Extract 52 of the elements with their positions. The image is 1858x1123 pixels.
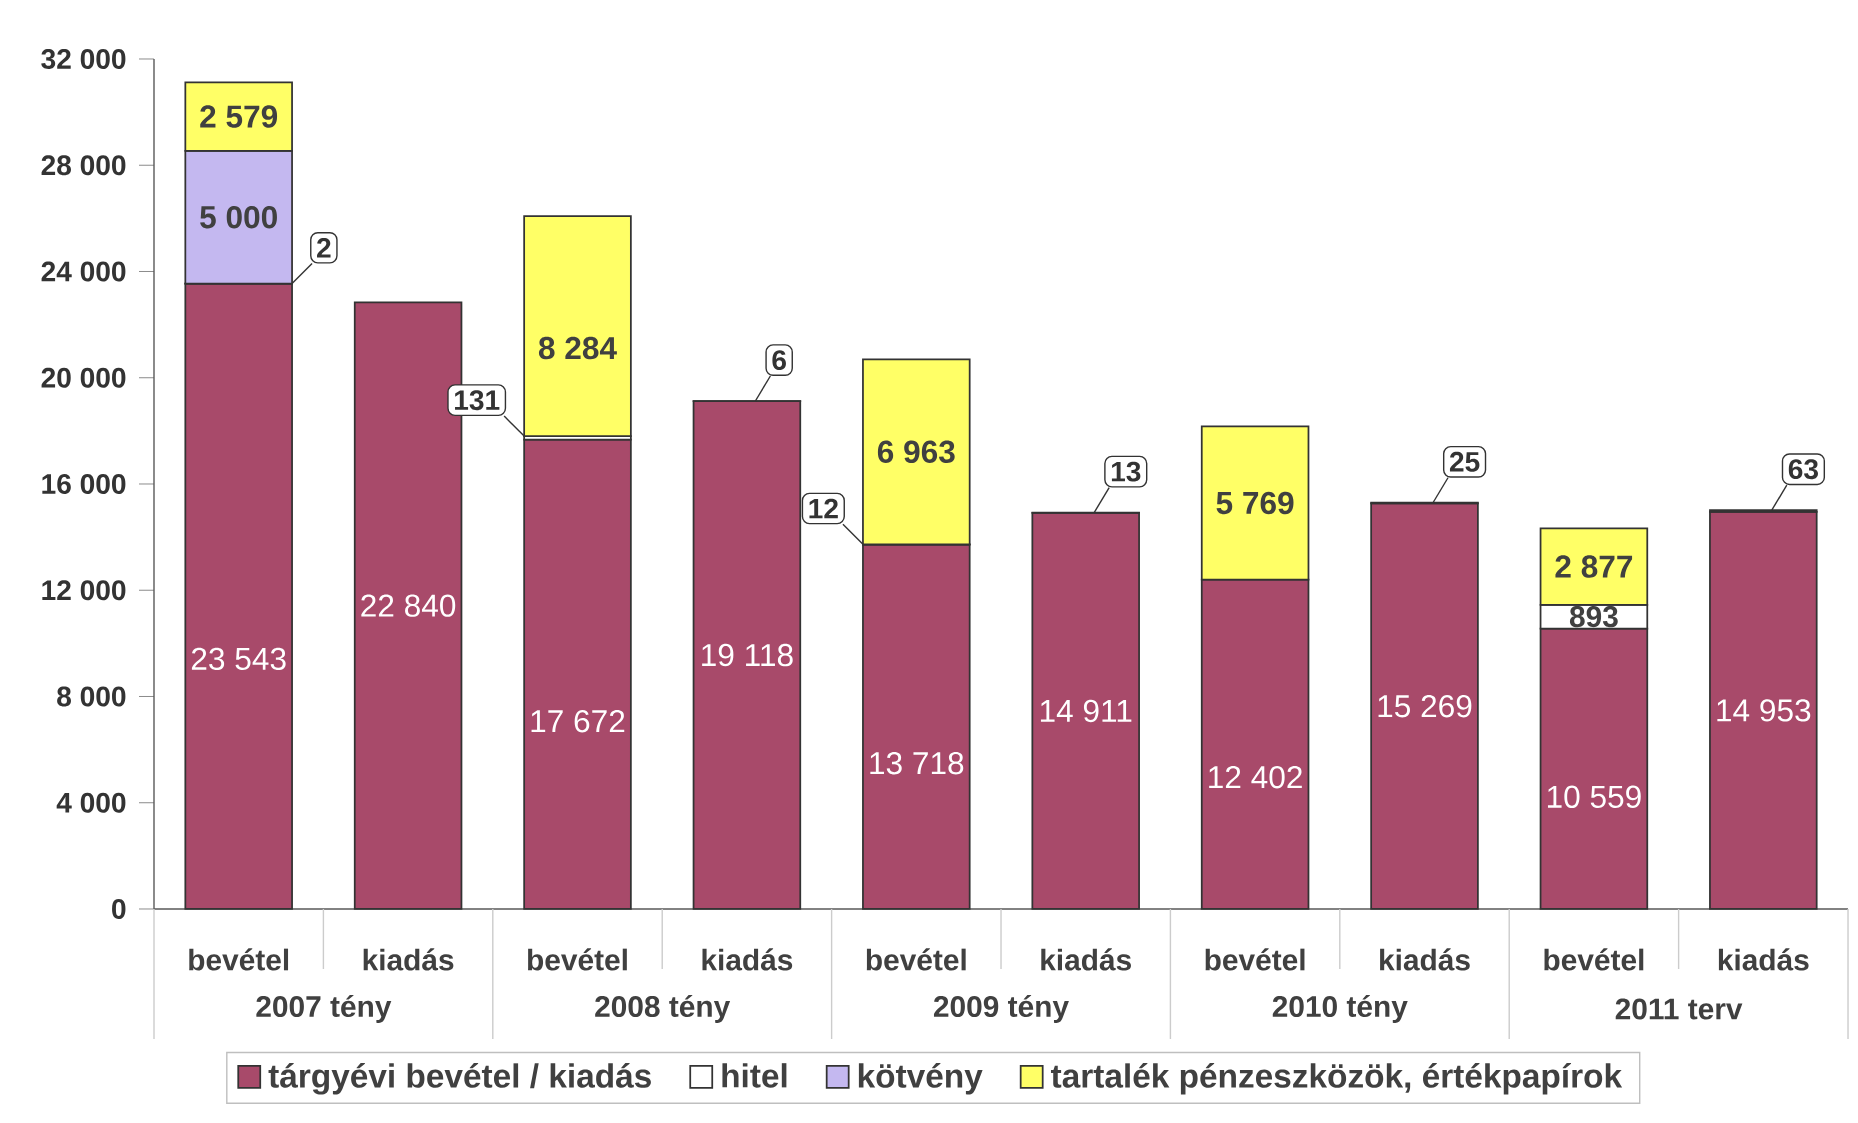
data-label: 12 402 — [1209, 766, 1302, 789]
x-tick-label: kiadás — [363, 948, 454, 971]
data-label: 25 — [1449, 451, 1480, 472]
x-tick-label: bevétel — [189, 948, 289, 971]
y-tick-label: 0 — [112, 899, 126, 919]
y-tick-label: 4 000 — [56, 792, 126, 813]
y-tick-label: 20 000 — [41, 367, 126, 388]
y-tick-label: 32 000 — [41, 49, 126, 69]
data-label: 8 284 — [538, 336, 617, 360]
x-tick-label: kiadás — [1718, 948, 1809, 971]
x-tick-label: bevétel — [1544, 948, 1644, 971]
y-tick-label: 28 000 — [41, 155, 126, 176]
data-label: 13 718 — [870, 752, 964, 775]
y-tick-label: 8 000 — [57, 686, 126, 707]
data-label: 6 963 — [877, 440, 955, 463]
x-tick-label: bevétel — [528, 948, 627, 971]
data-label: 12 — [809, 498, 838, 519]
legend-label: tárgyévi bevétel / kiadás — [268, 1063, 651, 1095]
data-label: 131 — [455, 390, 500, 411]
data-label: 5 000 — [200, 205, 277, 229]
y-tick-label: 12 000 — [42, 580, 126, 601]
data-label: 14 953 — [1717, 699, 1811, 722]
text: 2008 tény — [595, 994, 731, 1024]
data-label: 19 118 — [702, 643, 793, 667]
data-label: 5 769 — [1216, 491, 1294, 515]
data-label: 2 — [317, 237, 331, 258]
legend-label: kötvény — [858, 1063, 983, 1095]
data-label: 63 — [1788, 459, 1818, 480]
data-label: 13 — [1111, 461, 1141, 482]
text: 2007 tény — [256, 994, 392, 1024]
legend-label: hitel — [722, 1063, 787, 1088]
x-tick-label: bevétel — [1205, 948, 1305, 971]
y-tick-label: 16 000 — [42, 474, 126, 494]
data-label: 23 543 — [191, 647, 286, 671]
data-label: 22 840 — [361, 594, 456, 617]
x-tick-label: kiadás — [1041, 948, 1131, 971]
x-tick-label: bevétel — [866, 948, 966, 971]
legend-label: tartalék pénzeszközök, értékpapírok — [1050, 1063, 1623, 1095]
x-tick-label: kiadás — [1380, 948, 1470, 971]
text: 2009 tény — [933, 994, 1069, 1024]
data-label: 893 — [1569, 606, 1618, 628]
text: 2010 tény — [1272, 994, 1408, 1024]
data-label: 14 911 — [1040, 699, 1132, 723]
data-label: 15 269 — [1378, 694, 1472, 718]
data-label: 17 672 — [531, 710, 625, 733]
x-tick-label: kiadás — [702, 948, 793, 971]
data-label: 2 877 — [1555, 555, 1633, 578]
data-label: 10 559 — [1547, 785, 1641, 809]
y-tick-label: 24 000 — [41, 261, 126, 282]
data-label: 6 — [772, 350, 786, 371]
text: 2011 terv — [1615, 998, 1743, 1020]
data-label: 2 579 — [200, 105, 278, 128]
